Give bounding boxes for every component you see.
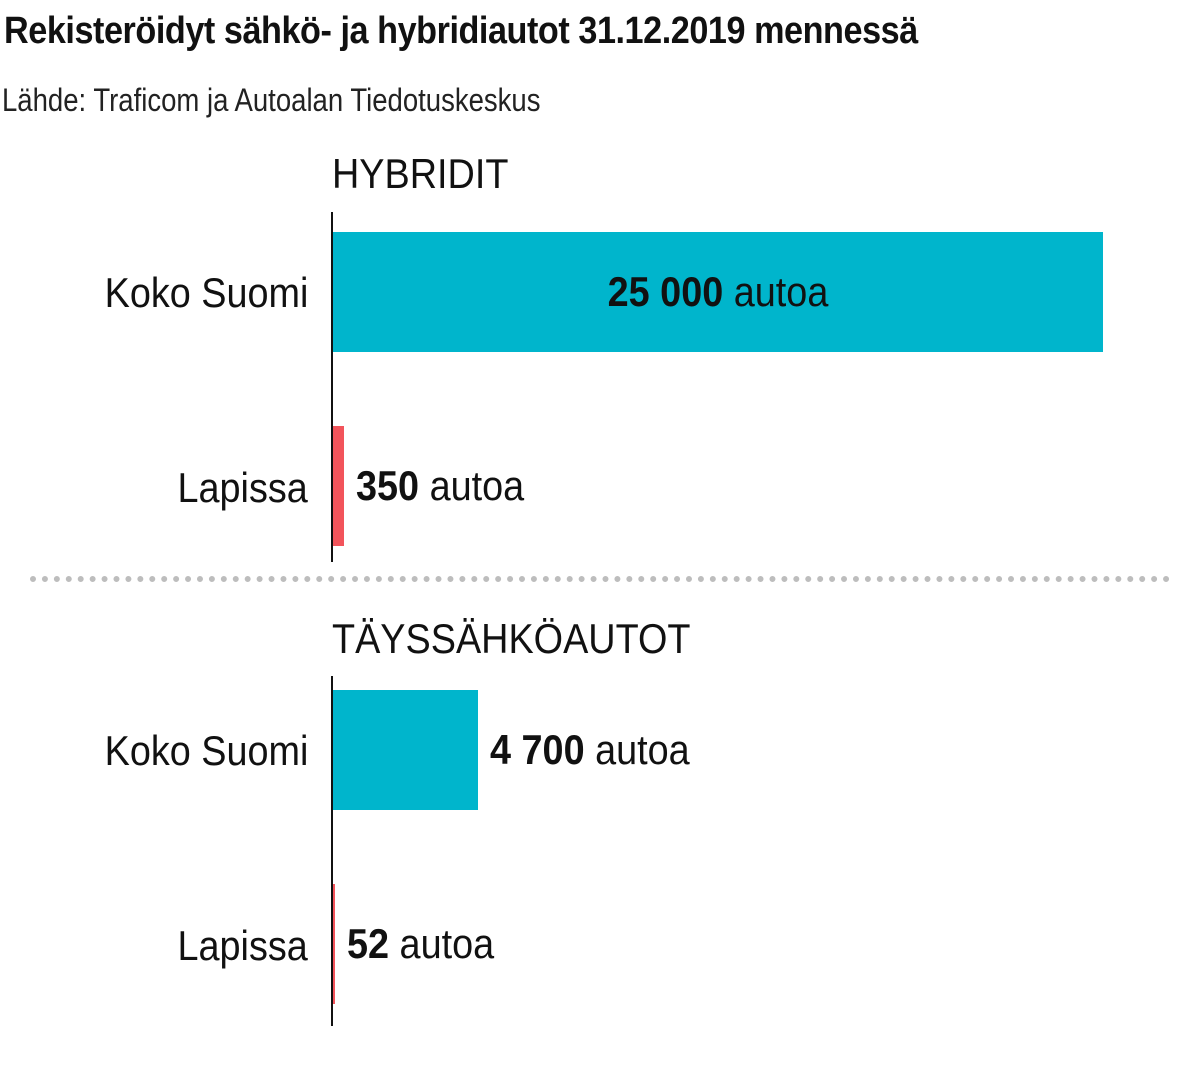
category-label-lapissa: Lapissa bbox=[177, 464, 308, 511]
source-note: Lähde: Traficom ja Autoalan Tiedotuskesk… bbox=[2, 82, 541, 118]
bar-hybridit-koko-suomi bbox=[333, 232, 1103, 352]
axis-line-hybridit bbox=[331, 212, 333, 562]
category-label-lapissa: Lapissa bbox=[177, 922, 308, 969]
chart-title: Rekisteröidyt sähkö- ja hybridiautot 31.… bbox=[4, 10, 918, 52]
axis-line-tayssahkoautot bbox=[331, 676, 333, 1026]
section-title-hybridit: HYBRIDIT bbox=[332, 150, 509, 197]
category-label-koko-suomi: Koko Suomi bbox=[104, 269, 308, 316]
category-label-koko-suomi: Koko Suomi bbox=[104, 727, 308, 774]
bar-tayssahkoautot-lapissa bbox=[333, 884, 335, 1004]
section-divider bbox=[30, 576, 1170, 582]
value-label-hybridit-lapissa: 350 autoa bbox=[355, 462, 524, 509]
value-label-tayssahkoautot-koko-suomi: 4 700 autoa bbox=[489, 726, 690, 773]
value-label-tayssahkoautot-lapissa: 52 autoa bbox=[347, 920, 495, 967]
value-label-hybridit-koko-suomi: 25 000 autoa bbox=[607, 268, 829, 315]
bar-tayssahkoautot-koko-suomi bbox=[333, 690, 478, 810]
section-title-tayssahkoautot: TÄYSSÄHKÖAUTOT bbox=[332, 615, 691, 662]
bar-hybridit-lapissa bbox=[333, 426, 344, 546]
